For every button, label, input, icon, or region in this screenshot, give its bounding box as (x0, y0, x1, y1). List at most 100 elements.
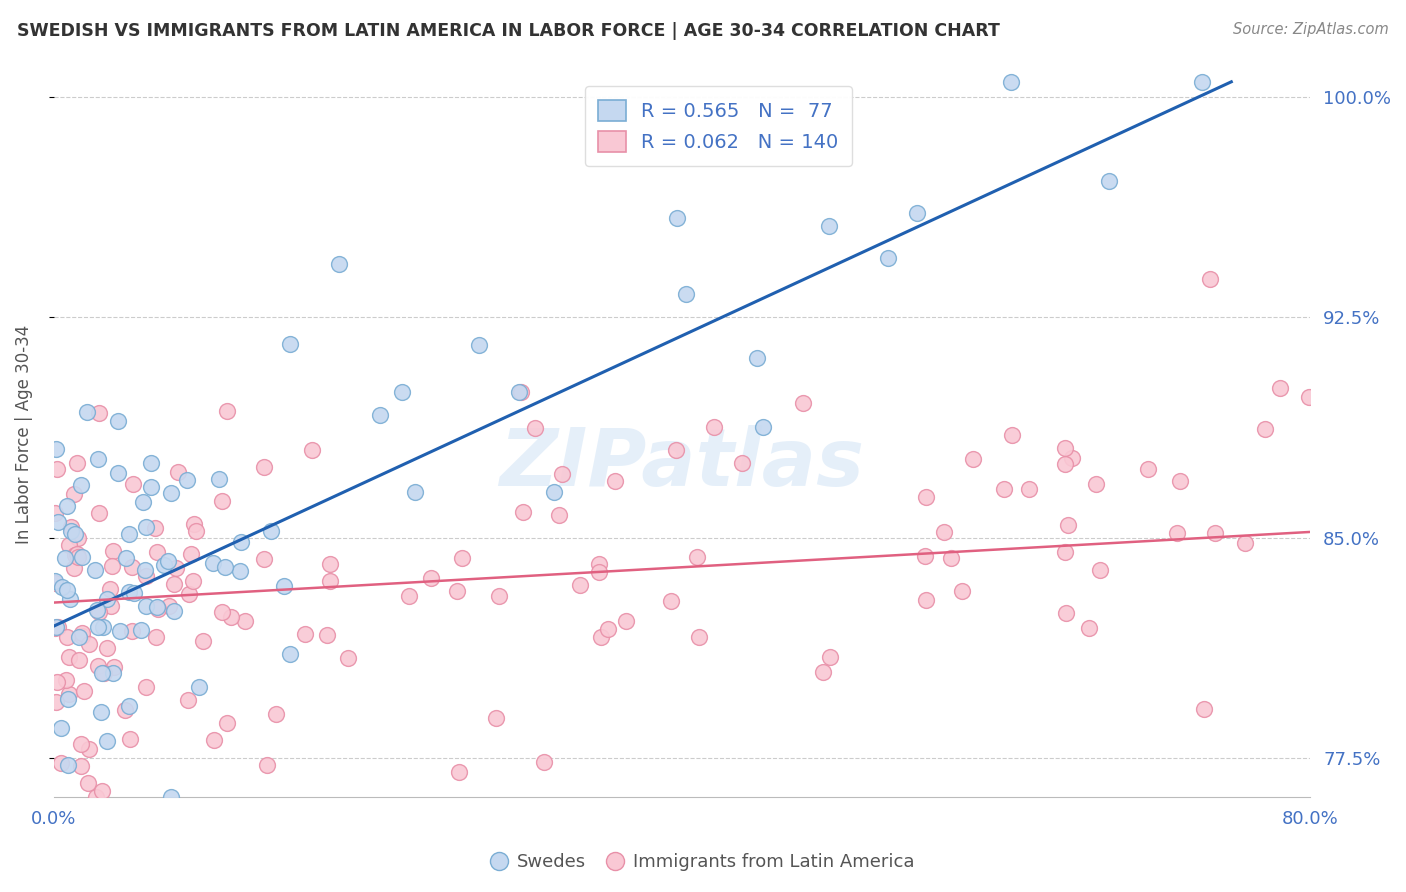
Point (58, 758, 80, 772)
Point (512, 505, 534, 519)
Point (191, 633, 214, 648)
Point (90, 705, 112, 719)
Point (569, 577, 592, 591)
Point (135, 599, 157, 614)
Point (58, 687, 80, 701)
Point (508, 385, 530, 400)
Point (219, 609, 242, 624)
Point (45, 442, 67, 456)
Point (905, 206, 928, 220)
Point (90, 666, 112, 681)
Point (114, 703, 136, 717)
Point (488, 589, 510, 603)
Point (55, 630, 77, 644)
Point (70, 549, 93, 564)
Point (468, 337, 491, 351)
Point (993, 482, 1015, 496)
Point (96, 734, 118, 748)
Point (72, 683, 94, 698)
Point (118, 698, 141, 713)
Point (91, 620, 114, 634)
Point (229, 564, 252, 578)
Point (49, 721, 72, 735)
Point (121, 559, 143, 574)
Point (96, 592, 118, 607)
Legend: Swedes, Immigrants from Latin America: Swedes, Immigrants from Latin America (484, 847, 922, 879)
Point (877, 251, 900, 265)
Point (98, 582, 121, 597)
Point (202, 557, 225, 571)
Point (156, 554, 179, 568)
Point (91, 784, 114, 798)
Point (659, 594, 682, 608)
Point (60, 520, 83, 534)
Point (450, 551, 472, 566)
Point (686, 550, 709, 565)
Point (792, 396, 814, 410)
Point (146, 602, 169, 616)
Point (63, 548, 86, 562)
Point (86, 789, 108, 804)
Point (215, 403, 238, 417)
Point (58, 650, 80, 665)
Point (96, 641, 118, 656)
Point (1191, 75, 1213, 89)
Point (447, 764, 470, 779)
Point (134, 563, 156, 577)
Point (820, 649, 842, 664)
Point (180, 548, 202, 562)
Point (548, 508, 571, 522)
Point (1062, 451, 1084, 466)
Point (167, 466, 190, 480)
Point (115, 551, 138, 566)
Point (264, 706, 287, 721)
Point (66, 531, 89, 545)
Point (1054, 607, 1077, 621)
Y-axis label: In Labor Force | Age 30-34: In Labor Force | Age 30-34 (15, 326, 32, 544)
Point (588, 565, 610, 579)
Point (233, 615, 256, 629)
Point (703, 419, 725, 434)
Point (163, 577, 186, 591)
Point (101, 665, 124, 680)
Point (176, 473, 198, 487)
Point (67, 653, 90, 667)
Point (177, 587, 200, 601)
Point (58, 538, 80, 552)
Point (188, 680, 211, 694)
Point (253, 552, 276, 566)
Point (93, 665, 115, 680)
Point (44, 506, 66, 520)
Point (1054, 544, 1077, 558)
Point (87, 506, 110, 520)
Point (103, 660, 125, 674)
Point (914, 491, 936, 505)
Text: Source: ZipAtlas.com: Source: ZipAtlas.com (1233, 22, 1389, 37)
Point (87, 406, 110, 420)
Point (121, 624, 143, 639)
Point (46, 675, 69, 690)
Point (56, 692, 79, 706)
Point (76, 404, 98, 418)
Point (318, 574, 340, 588)
Point (60, 524, 83, 538)
Legend: R = 0.565   N =  77, R = 0.062   N = 140: R = 0.565 N = 77, R = 0.062 N = 140 (585, 87, 852, 166)
Point (614, 614, 637, 628)
Point (69, 758, 91, 772)
Point (1254, 422, 1277, 436)
Point (596, 622, 619, 636)
Point (135, 520, 157, 534)
Point (278, 647, 301, 661)
Point (202, 733, 225, 747)
Point (135, 569, 157, 583)
Point (45, 620, 67, 634)
Point (731, 456, 754, 470)
Point (675, 287, 697, 301)
Point (46, 515, 69, 529)
Point (914, 549, 936, 563)
Point (533, 756, 555, 770)
Point (87, 606, 110, 620)
Point (118, 526, 141, 541)
Point (419, 570, 441, 584)
Point (103, 544, 125, 558)
